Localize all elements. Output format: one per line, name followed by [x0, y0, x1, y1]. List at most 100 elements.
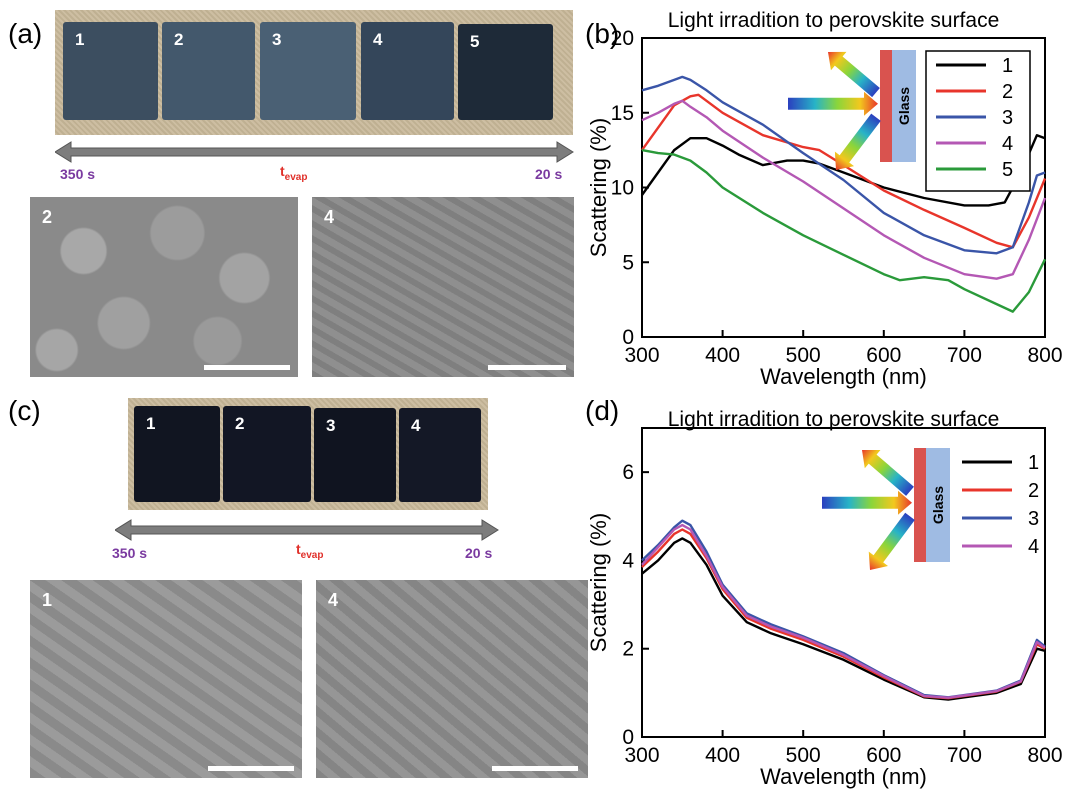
sample-film: 2	[162, 22, 255, 120]
series-line-2	[641, 93, 1047, 249]
scattered-light-arrow	[834, 113, 881, 170]
x-tick-label: 300	[624, 744, 659, 767]
legend-label: 3	[1002, 107, 1013, 129]
y-tick-label: 4	[622, 549, 634, 572]
panel-label-d: (d)	[585, 395, 620, 426]
y-tick-label: 0	[622, 726, 634, 749]
legend-label: 1	[1002, 55, 1013, 77]
sample-film: 3	[260, 22, 356, 120]
sample-number: 1	[75, 30, 85, 49]
sample-film: 5	[458, 24, 553, 120]
sample-number: 2	[174, 30, 184, 49]
double-arrow-shape	[55, 141, 574, 163]
legend-label: 3	[1028, 508, 1039, 530]
x-tick-label: 700	[947, 744, 982, 767]
sem-sample-label: 4	[324, 207, 335, 227]
scale-bar	[492, 766, 578, 771]
sem-image: 4	[312, 197, 574, 377]
series-line-2	[641, 528, 1046, 700]
sem-sample-label: 1	[42, 590, 53, 610]
reflected-light-arrow	[861, 450, 914, 496]
series-line-4	[641, 99, 1047, 280]
glass-label: Glass	[896, 87, 912, 125]
y-tick-label: 6	[622, 461, 634, 484]
y-axis-label: Scattering (%)	[590, 513, 611, 652]
incident-light-arrow	[822, 490, 912, 515]
plot-frame	[641, 427, 1046, 738]
time-arrow-a	[55, 141, 574, 163]
y-tick-label: 10	[611, 177, 634, 200]
scale-bar	[208, 766, 294, 771]
panel-label-a: (a)	[8, 18, 43, 49]
x-tick-label: 300	[624, 344, 659, 367]
arrow-right-label: 20 s	[465, 545, 493, 561]
arrow-body	[861, 450, 914, 496]
sem-image: 2	[30, 197, 298, 377]
sample-photo-c: 1 2 3 4	[128, 398, 488, 510]
incident-light-arrow	[788, 91, 878, 116]
y-tick-label: 20	[611, 27, 634, 50]
x-tick-label: 800	[1027, 744, 1062, 767]
x-tick-label: 500	[786, 344, 821, 367]
sem-sample-label: 2	[42, 207, 53, 227]
t-evap-label: tevap	[296, 541, 324, 561]
sample-film: 1	[63, 22, 158, 120]
arrow-body	[834, 113, 881, 170]
x-tick-label: 600	[866, 744, 901, 767]
arrow-body	[788, 91, 878, 116]
sem-sample-label: 4	[328, 590, 339, 610]
series-line-5	[641, 148, 1047, 313]
y-axis-label: Scattering (%)	[590, 118, 611, 257]
chart-title: Light irradition to perovskite surface	[668, 408, 1000, 431]
glass-layer	[892, 50, 916, 162]
time-arrow-c	[115, 519, 499, 541]
x-axis-label: Wavelength (nm)	[760, 364, 927, 389]
y-tick-label: 0	[622, 326, 634, 349]
legend-label: 1	[1028, 452, 1039, 474]
x-tick-label: 500	[786, 744, 821, 767]
panel-label-b: (b)	[585, 18, 620, 49]
arrow-body	[868, 512, 915, 570]
sample-number: 3	[326, 416, 336, 435]
legend-label: 4	[1002, 133, 1013, 155]
sample-photo-a: 1 2 3 4 5	[55, 10, 573, 135]
arrow-right-label: 20 s	[535, 166, 563, 182]
sem-image: 1	[30, 580, 302, 778]
arrow-body	[828, 51, 880, 98]
glass-label: Glass	[930, 486, 946, 524]
sample-film: 4	[361, 22, 454, 120]
sample-film: 2	[223, 406, 311, 502]
sample-number: 4	[373, 30, 383, 49]
x-axis-label: Wavelength (nm)	[760, 764, 927, 789]
legend-label: 2	[1002, 81, 1013, 103]
sample-number: 4	[411, 416, 421, 435]
perovskite-layer	[914, 448, 926, 562]
y-tick-label: 2	[622, 638, 634, 661]
x-tick-label: 700	[947, 344, 982, 367]
chart-b: Light irradition to perovskite surface30…	[590, 10, 1063, 389]
x-tick-label: 400	[705, 744, 740, 767]
arrow-body	[822, 490, 912, 515]
series-line-3	[641, 75, 1046, 255]
t-evap-label: tevap	[280, 163, 308, 183]
y-tick-label: 5	[622, 251, 634, 274]
chart-title: Light irradition to perovskite surface	[668, 10, 1000, 32]
scale-bar	[488, 365, 566, 370]
series-line-4	[641, 523, 1046, 699]
scattered-light-arrow	[868, 512, 915, 570]
sample-number: 5	[470, 32, 480, 51]
y-tick-label: 15	[611, 102, 634, 125]
x-tick-label: 400	[705, 344, 740, 367]
legend-label: 4	[1028, 536, 1039, 558]
reflected-light-arrow	[828, 51, 880, 98]
glass-layer	[926, 448, 950, 562]
panel-label-c: (c)	[8, 395, 41, 426]
perovskite-layer	[880, 50, 892, 162]
series-line-1	[641, 133, 1046, 207]
sample-number: 1	[146, 414, 156, 433]
x-tick-label: 800	[1027, 344, 1062, 367]
sample-number: 2	[235, 414, 245, 433]
double-arrow-shape	[115, 519, 499, 541]
scale-bar	[204, 365, 290, 370]
sample-number: 3	[272, 30, 282, 49]
